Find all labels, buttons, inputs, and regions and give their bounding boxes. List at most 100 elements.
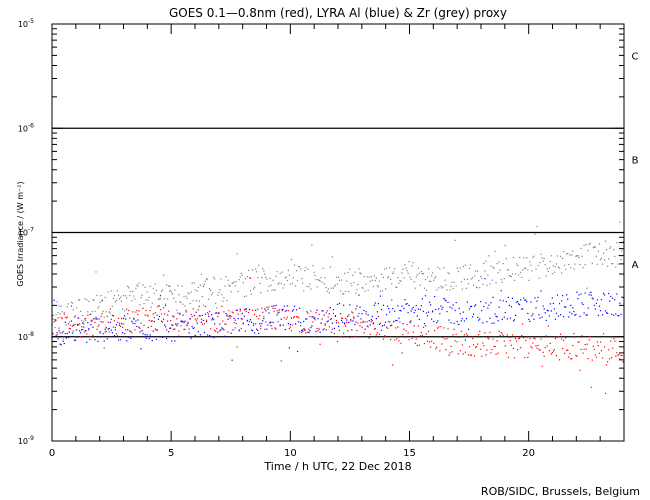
data-point [167, 298, 169, 300]
data-point [482, 342, 484, 344]
data-point [468, 346, 471, 348]
data-point [437, 320, 439, 322]
data-point [72, 324, 75, 326]
data-point [414, 342, 416, 344]
data-point [412, 306, 414, 309]
data-point [566, 253, 568, 255]
data-point [533, 337, 535, 339]
data-point [192, 327, 194, 330]
data-point [372, 322, 374, 324]
data-point [423, 322, 426, 325]
data-point [514, 314, 517, 317]
data-point [154, 312, 156, 314]
data-point [483, 345, 485, 347]
data-point [466, 278, 469, 281]
data-point [204, 280, 207, 282]
data-point [467, 328, 470, 330]
data-point [128, 287, 130, 289]
data-point [206, 278, 209, 280]
data-point [572, 344, 574, 347]
data-point [145, 299, 147, 301]
data-point [380, 308, 383, 311]
data-point [153, 320, 155, 323]
data-point [577, 298, 579, 300]
data-point [256, 271, 258, 273]
data-point [482, 283, 484, 286]
data-point [466, 301, 469, 303]
data-point [277, 312, 279, 314]
data-point [271, 327, 273, 330]
data-point [160, 290, 163, 292]
data-point [479, 330, 481, 333]
data-point [95, 316, 97, 318]
data-point [159, 295, 162, 297]
data-point [187, 322, 189, 324]
data-point [310, 310, 312, 312]
data-point [480, 348, 482, 350]
data-point [337, 276, 340, 278]
data-point [53, 321, 55, 323]
data-point [494, 250, 496, 253]
data-point [249, 319, 252, 321]
data-point [206, 334, 209, 336]
data-point [68, 327, 70, 330]
data-point [142, 307, 144, 309]
data-point [303, 290, 305, 292]
data-point [531, 270, 533, 272]
data-point [100, 321, 102, 323]
data-point [334, 315, 337, 317]
data-point [477, 343, 479, 345]
data-point [444, 299, 446, 301]
data-point [119, 339, 122, 341]
data-point [240, 318, 242, 320]
data-point [69, 328, 72, 330]
data-point [195, 300, 197, 302]
data-point [337, 322, 340, 324]
data-point [551, 297, 553, 299]
data-point [474, 305, 476, 307]
y-tick-label: 10-6 [18, 122, 34, 133]
data-point [305, 266, 307, 269]
data-point [219, 289, 221, 291]
chart-title: GOES 0.1—0.8nm (red), LYRA Al (blue) & Z… [169, 6, 507, 20]
data-point [437, 327, 439, 329]
data-point [161, 289, 164, 291]
data-point [401, 352, 403, 354]
data-point [167, 320, 169, 322]
data-point [530, 264, 532, 266]
data-point [80, 336, 82, 338]
data-point [519, 256, 521, 259]
data-point [607, 312, 609, 314]
data-point [373, 275, 375, 277]
data-point [367, 314, 369, 316]
data-point [282, 287, 284, 289]
data-point [570, 267, 572, 269]
data-point [544, 312, 546, 314]
data-point [426, 276, 429, 278]
data-point [448, 354, 450, 356]
data-point [310, 288, 312, 290]
data-point [433, 279, 435, 281]
data-point [564, 306, 566, 308]
data-point [237, 290, 239, 293]
data-point [361, 326, 363, 328]
data-point [354, 271, 356, 273]
data-point [96, 318, 98, 320]
data-point [70, 320, 73, 322]
data-point [608, 349, 610, 351]
data-point [336, 303, 339, 305]
data-point [246, 276, 249, 278]
data-point [521, 276, 523, 279]
data-point [427, 268, 430, 270]
data-point [145, 309, 147, 312]
data-point [380, 329, 383, 331]
data-point [164, 303, 167, 305]
data-point [119, 296, 122, 298]
data-point [503, 278, 505, 280]
data-point [250, 329, 253, 331]
data-point [156, 329, 158, 331]
data-point [83, 326, 85, 328]
data-point [196, 290, 198, 292]
data-point [538, 314, 540, 316]
data-point [237, 317, 239, 320]
